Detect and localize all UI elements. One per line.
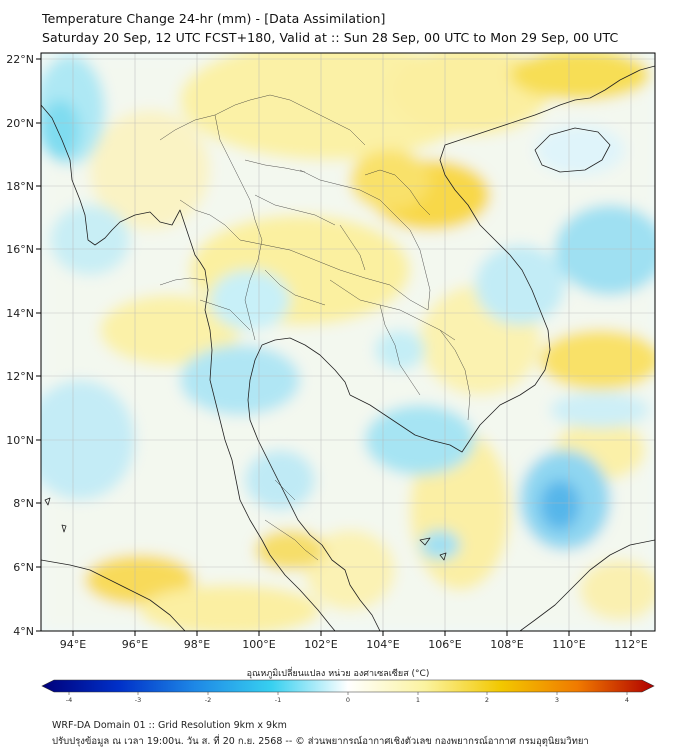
chart-subtitle: Saturday 20 Sep, 12 UTC FCST+180, Valid … [42,30,619,45]
lat-tick-label: 18°N [6,180,34,193]
colorbar-tick: 2 [485,696,489,704]
lat-tick-label: 14°N [6,307,34,320]
lon-tick-label: 98°E [184,638,210,651]
lon-tick-label: 104°E [366,638,399,651]
lon-tick-label: 94°E [60,638,86,651]
footer-credit: ปรับปรุงข้อมูล ณ เวลา 19:00น. วัน ส. ที่… [52,736,589,747]
lon-tick-label: 96°E [122,638,148,651]
colorbar-gradient [41,679,655,693]
lat-tick-label: 6°N [13,561,34,574]
colorbar-tick: 1 [416,696,420,704]
lon-tick-label: 106°E [428,638,461,651]
colorbar-tick: 4 [625,696,629,704]
colorbar-label: อุณหภูมิเปลี่ยนแปลง หน่วย องศาเซลเซียส (… [246,669,430,679]
colorbar-tick: -1 [275,696,281,704]
colorbar-tick: 3 [555,696,559,704]
chart-title: Temperature Change 24-hr (mm) - [Data As… [42,11,386,26]
colorbar-tick: -3 [135,696,141,704]
lat-tick-label: 16°N [6,243,34,256]
map-frame [40,52,656,632]
colorbar-tick: -4 [66,696,72,704]
lat-tick-label: 4°N [13,625,34,638]
colorbar-tick: -2 [205,696,211,704]
footer-model-info: WRF-DA Domain 01 :: Grid Resolution 9km … [52,720,287,731]
lat-axis: 22°N 20°N 18°N 16°N 14°N 12°N 10°N 8°N 6… [6,53,41,638]
lat-tick-label: 22°N [6,53,34,66]
lat-tick-label: 12°N [6,370,34,383]
province-borders [159,94,471,561]
lat-tick-label: 10°N [6,434,34,447]
lon-axis: 94°E 96°E 98°E 100°E 102°E 104°E 106°E 1… [60,631,648,651]
lon-tick-label: 108°E [490,638,523,651]
colorbar-tick: 0 [346,696,350,704]
lat-tick-label: 20°N [6,117,34,130]
colorbar: -4 -3 -2 -1 0 1 2 3 4 [41,679,655,704]
lon-tick-label: 112°E [614,638,647,651]
lat-tick-label: 8°N [13,497,34,510]
coastlines [41,65,655,631]
lon-tick-label: 110°E [552,638,585,651]
lon-tick-label: 102°E [304,638,337,651]
lon-tick-label: 100°E [242,638,275,651]
temperature-field [41,53,655,631]
